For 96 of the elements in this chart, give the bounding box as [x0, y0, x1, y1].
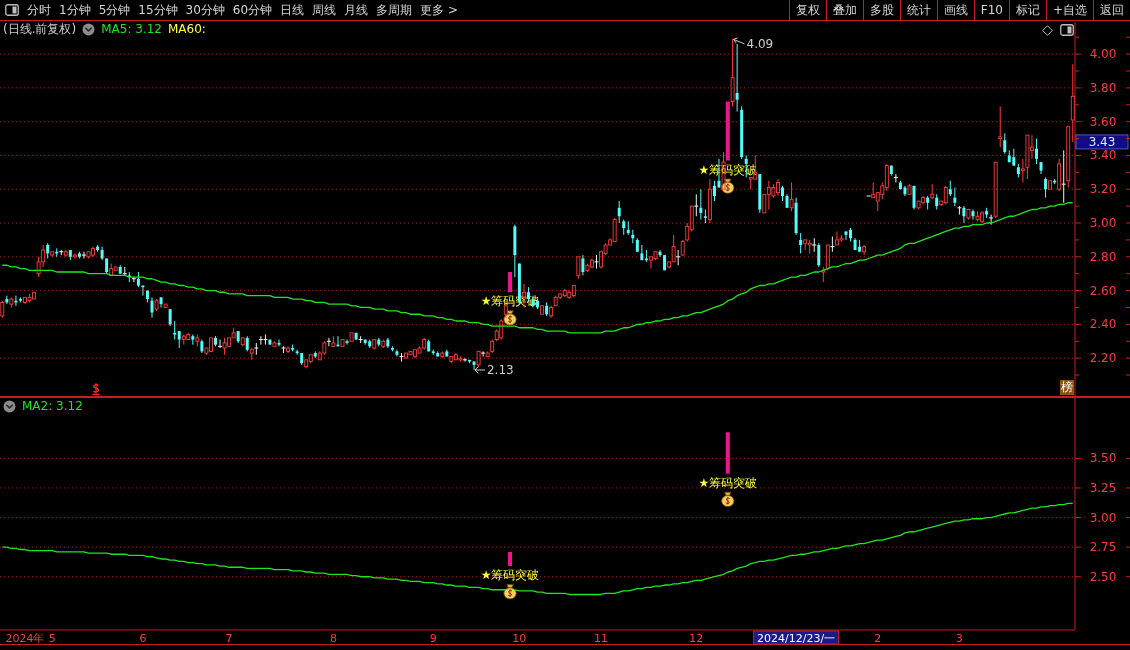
x-tick-label: 12 [689, 631, 704, 644]
text: 更多 > [420, 2, 458, 17]
text: 复权 [795, 3, 820, 17]
text: 统计 [906, 3, 931, 17]
text: 多股 [869, 3, 894, 17]
x-tick-label: 10 [512, 631, 527, 644]
y-tick-label: 3.80 [1089, 80, 1117, 95]
candlestick [131, 276, 137, 283]
y-tick-label: 3.50 [1089, 451, 1117, 466]
text: 15分钟 [138, 2, 178, 17]
text: 叠加 [832, 3, 857, 17]
candlestick [699, 188, 703, 221]
annotation: 4.09 [746, 36, 774, 51]
candlestick [971, 209, 975, 221]
x-tick-label: 5 [48, 631, 56, 644]
text: 画线 [943, 3, 968, 17]
y-tick-label: 2.60 [1089, 283, 1117, 298]
y-tick-label: 2.75 [1089, 540, 1117, 555]
annotation: 榜 [1061, 380, 1073, 394]
x-tick-label: 9 [429, 631, 437, 644]
candlestick [893, 173, 899, 183]
candlestick [150, 296, 154, 319]
chart-title: (日线.前复权) [3, 21, 77, 36]
text: 5分钟 [98, 2, 131, 17]
y-tick-label: 3.20 [1089, 182, 1117, 197]
text: 月线 [344, 2, 369, 17]
candlestick [472, 361, 476, 371]
text: MA2: 3.12 [22, 399, 83, 413]
candlestick [1003, 132, 1007, 155]
y-tick-label: 2.20 [1089, 351, 1117, 366]
candlestick [735, 43, 739, 113]
candlestick [988, 214, 994, 226]
y-tick-label: 3.25 [1089, 480, 1117, 495]
text: MA5: 3.12 [101, 22, 162, 36]
candlestick [862, 244, 867, 256]
text: 1分钟 [59, 2, 91, 17]
candlestick [173, 320, 177, 341]
candlestick [1070, 63, 1075, 143]
candlestick [953, 187, 957, 207]
candlestick [817, 242, 821, 268]
candlestick [277, 339, 281, 347]
text: 周线 [312, 2, 337, 17]
candlestick [712, 180, 716, 202]
candlestick [844, 230, 848, 241]
y-tick-label: 4.00 [1089, 47, 1117, 62]
candlestick [72, 252, 77, 259]
x-tick-label: 3 [955, 631, 963, 644]
candlestick [217, 339, 223, 349]
x-tick-label: 2 [874, 631, 882, 644]
candlestick [398, 352, 404, 363]
candlestick [1034, 138, 1038, 165]
data-label: ★筹码突破 [698, 475, 758, 490]
y-tick-label: 3.00 [1089, 510, 1117, 525]
candlestick [658, 249, 662, 258]
text: +自选 [1052, 3, 1087, 17]
text: 分时 [27, 2, 51, 17]
x-tick-label: 8 [329, 631, 337, 644]
text: 30分钟 [185, 2, 225, 17]
text: 返回 [1100, 3, 1124, 17]
candlestick [707, 178, 712, 224]
y-tick-label: 2.50 [1089, 569, 1117, 584]
text: 60分钟 [232, 2, 273, 17]
candlestick [789, 181, 794, 212]
candlestick [1044, 176, 1048, 199]
text: F10 [980, 3, 1003, 17]
y-tick-label: 2.80 [1089, 249, 1117, 264]
annotation: MA60: [167, 22, 206, 36]
candlestick [295, 349, 299, 356]
candlestick [581, 254, 585, 276]
candlestick [345, 339, 349, 346]
candlestick [262, 334, 268, 346]
line-series [1, 202, 1074, 334]
candlestick [258, 335, 264, 346]
candlestick [5, 295, 9, 305]
x-tick-label: 2024/12/23/一 [756, 631, 836, 644]
x-tick-label: 6 [139, 631, 147, 644]
candlestick [799, 232, 803, 254]
candlestick [286, 345, 291, 354]
text: 标记 [1015, 3, 1040, 17]
candlestick [962, 205, 966, 224]
text: 日线 [280, 2, 305, 17]
text: 多周期 [376, 2, 413, 17]
text: 3.43 [1088, 134, 1116, 149]
candlestick [998, 105, 1003, 148]
x-tick-label: 11 [594, 631, 608, 644]
y-tick-label: 3.40 [1089, 148, 1117, 163]
annotation: 2.13 [487, 362, 514, 377]
data-label: ★筹码突破 [480, 568, 540, 583]
candlestick [617, 200, 621, 224]
x-tick-label: 7 [225, 631, 233, 644]
candlestick [956, 205, 962, 216]
candlestick [640, 244, 644, 261]
y-tick-label: 2.40 [1089, 317, 1117, 332]
y-tick-label: 3.60 [1089, 114, 1117, 129]
y-tick-label: 3.00 [1089, 216, 1117, 231]
x-tick-label: 2024年 [5, 631, 45, 644]
